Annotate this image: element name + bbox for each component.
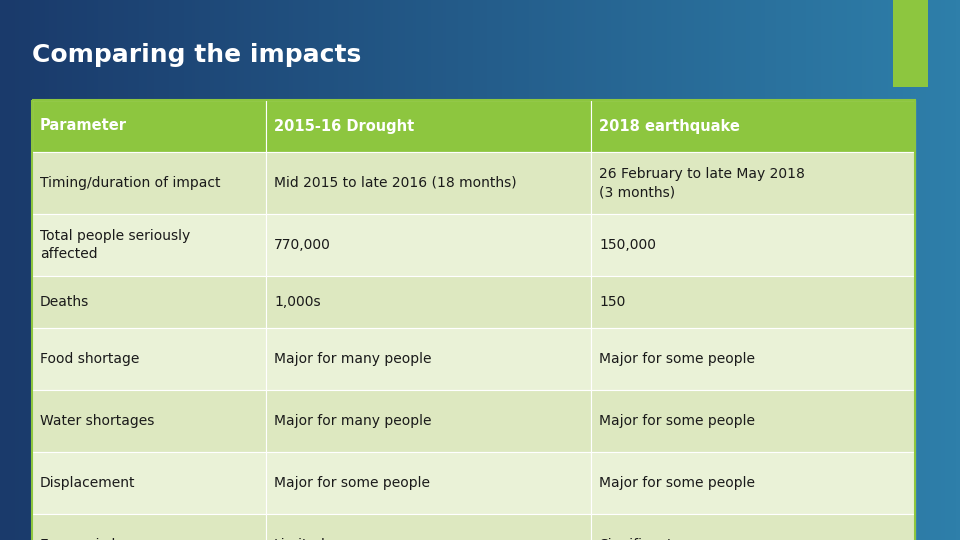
Bar: [591, 100, 915, 152]
Bar: [32, 214, 266, 276]
Text: 770,000: 770,000: [274, 238, 331, 252]
Text: Major for some people: Major for some people: [274, 476, 430, 490]
Text: Timing/duration of impact: Timing/duration of impact: [40, 176, 221, 190]
Bar: [32, 452, 266, 514]
Text: Food shortage: Food shortage: [40, 352, 139, 366]
Bar: [266, 328, 591, 390]
Text: 150: 150: [599, 295, 625, 309]
Bar: [266, 390, 591, 452]
Bar: [32, 276, 266, 328]
Text: Major for some people: Major for some people: [599, 352, 755, 366]
Text: Major for some people: Major for some people: [599, 414, 755, 428]
Bar: [591, 214, 915, 276]
Text: Deaths: Deaths: [40, 295, 89, 309]
Bar: [32, 328, 266, 390]
Text: Major for many people: Major for many people: [274, 352, 431, 366]
Bar: [591, 514, 915, 540]
Text: Total people seriously
affected: Total people seriously affected: [40, 229, 190, 261]
Text: Parameter: Parameter: [40, 118, 127, 133]
Bar: [266, 276, 591, 328]
Bar: [591, 328, 915, 390]
Bar: [266, 214, 591, 276]
Bar: [266, 514, 591, 540]
Text: Major for some people: Major for some people: [599, 476, 755, 490]
Bar: [32, 390, 266, 452]
Bar: [266, 452, 591, 514]
Bar: [591, 276, 915, 328]
Text: Displacement: Displacement: [40, 476, 135, 490]
Text: 1,000s: 1,000s: [274, 295, 321, 309]
Bar: [591, 152, 915, 214]
Bar: [32, 152, 266, 214]
Bar: [32, 100, 266, 152]
Text: Water shortages: Water shortages: [40, 414, 155, 428]
Bar: [266, 100, 591, 152]
Bar: [32, 514, 266, 540]
Text: Economic loss: Economic loss: [40, 538, 138, 540]
Text: 2018 earthquake: 2018 earthquake: [599, 118, 740, 133]
Text: 150,000: 150,000: [599, 238, 656, 252]
Text: Significant: Significant: [599, 538, 672, 540]
Text: Limited: Limited: [274, 538, 325, 540]
Text: 2015-16 Drought: 2015-16 Drought: [274, 118, 415, 133]
Text: Mid 2015 to late 2016 (18 months): Mid 2015 to late 2016 (18 months): [274, 176, 516, 190]
Bar: [266, 152, 591, 214]
Text: Comparing the impacts: Comparing the impacts: [32, 43, 361, 67]
Text: Major for many people: Major for many people: [274, 414, 431, 428]
Bar: [893, 0, 928, 87]
Bar: [591, 390, 915, 452]
Bar: [591, 452, 915, 514]
Text: 26 February to late May 2018
(3 months): 26 February to late May 2018 (3 months): [599, 167, 804, 199]
Bar: [32, 100, 915, 540]
